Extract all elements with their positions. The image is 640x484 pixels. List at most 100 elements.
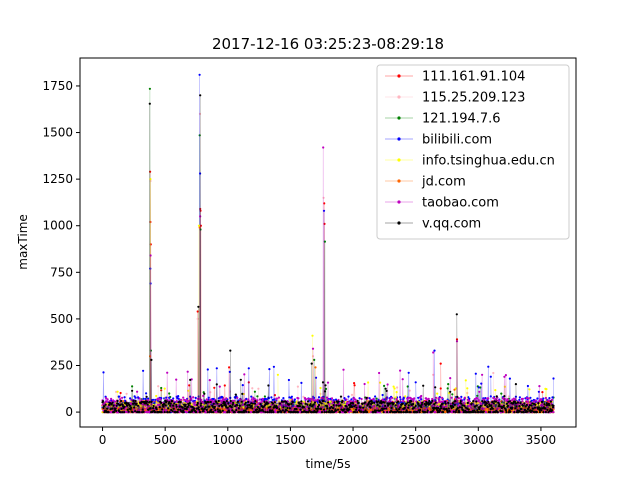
- data-point: [196, 317, 199, 320]
- data-point: [241, 384, 244, 387]
- data-point: [489, 375, 492, 378]
- data-point: [494, 389, 497, 392]
- data-point: [123, 396, 126, 399]
- data-point: [213, 386, 216, 389]
- data-point: [323, 222, 326, 225]
- data-point: [383, 384, 386, 387]
- data-point: [474, 372, 477, 375]
- data-point: [439, 387, 442, 390]
- data-point: [197, 224, 201, 227]
- data-point: [160, 386, 163, 390]
- data-point: [381, 393, 384, 397]
- data-point: [290, 395, 293, 398]
- data-point: [194, 396, 197, 399]
- data-point: [125, 392, 128, 395]
- data-point: [149, 243, 152, 246]
- data-point: [551, 396, 554, 399]
- data-point: [152, 398, 155, 401]
- data-point: [228, 366, 231, 369]
- data-point: [247, 367, 250, 370]
- data-point: [270, 396, 273, 399]
- data-point: [395, 391, 398, 394]
- data-point: [163, 387, 166, 390]
- data-point: [118, 395, 121, 398]
- data-point: [116, 390, 119, 393]
- data-point: [375, 397, 378, 400]
- data-point: [460, 395, 463, 398]
- data-point: [319, 386, 322, 390]
- data-point: [273, 394, 276, 397]
- data-point: [374, 395, 377, 398]
- data-point: [439, 362, 442, 365]
- data-point: [404, 395, 407, 398]
- data-point: [145, 392, 148, 395]
- data-point: [508, 377, 511, 380]
- data-point: [199, 207, 202, 211]
- data-point: [206, 368, 209, 371]
- data-point: [199, 209, 202, 212]
- chart-title: 2017-12-16 03:25:23-08:29:18: [212, 35, 444, 53]
- data-point: [322, 196, 325, 199]
- data-point: [188, 384, 191, 387]
- data-point: [526, 384, 530, 388]
- data-point: [528, 388, 531, 391]
- data-point: [500, 392, 503, 395]
- data-point: [353, 382, 356, 385]
- data-point: [451, 393, 454, 396]
- data-point: [541, 391, 544, 394]
- data-point: [542, 397, 545, 400]
- data-point: [196, 310, 199, 313]
- data-point: [487, 365, 490, 368]
- data-point: [153, 401, 156, 404]
- data-point: [392, 385, 395, 388]
- data-point: [447, 383, 450, 386]
- data-point: [149, 170, 152, 173]
- data-point: [168, 392, 171, 395]
- data-point: [350, 393, 354, 396]
- data-point: [149, 179, 152, 183]
- data-point: [545, 388, 548, 391]
- data-point: [119, 391, 122, 395]
- data-point: [417, 396, 420, 399]
- data-point: [177, 395, 180, 398]
- data-point: [477, 386, 480, 389]
- data-point: [552, 377, 555, 380]
- data-point: [268, 368, 271, 371]
- data-point: [492, 371, 495, 375]
- data-point: [157, 385, 160, 388]
- data-point: [134, 396, 137, 399]
- data-point: [296, 385, 299, 388]
- data-point: [313, 358, 316, 361]
- data-point: [223, 384, 226, 387]
- data-point: [282, 397, 285, 400]
- data-point: [300, 381, 303, 384]
- data-point: [367, 381, 370, 384]
- data-point: [536, 397, 539, 400]
- data-point: [142, 397, 145, 400]
- data-point: [317, 396, 321, 399]
- data-point: [198, 112, 202, 115]
- data-point: [247, 381, 250, 384]
- data-point: [358, 397, 361, 400]
- data-point: [160, 389, 163, 392]
- data-point: [287, 378, 290, 382]
- data-point: [311, 334, 314, 337]
- data-point: [407, 371, 410, 374]
- data-point: [353, 384, 356, 387]
- data-point: [155, 394, 158, 398]
- data-point: [489, 395, 492, 398]
- data-point: [257, 387, 260, 390]
- data-point: [251, 387, 254, 390]
- data-point: [199, 224, 202, 227]
- data-point: [476, 394, 479, 397]
- data-point: [530, 399, 534, 402]
- data-point: [253, 390, 256, 393]
- data-point: [250, 395, 253, 398]
- data-point: [323, 202, 326, 205]
- data-point: [102, 371, 105, 374]
- data-point: [548, 397, 551, 400]
- data-point: [276, 373, 279, 376]
- data-point: [464, 379, 467, 382]
